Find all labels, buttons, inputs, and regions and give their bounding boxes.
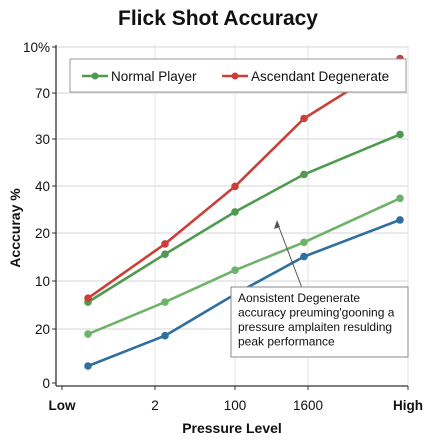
y-tick-label: 10 [35, 274, 50, 289]
series-extra-1-point [396, 194, 404, 203]
series-ascendant-degenerate-point [231, 182, 239, 191]
chart-title: Flick Shot Accuracy [118, 7, 318, 30]
series-extra-2-point [396, 216, 404, 224]
y-tick-label: 10% [23, 40, 50, 55]
series-ascendant-degenerate-point [84, 294, 92, 303]
legend: Normal Player Ascendant Degenerate [69, 58, 407, 93]
y-tick-label: 70 [35, 86, 50, 101]
series-extra-2-point [84, 362, 92, 370]
series-extra-1-point [161, 298, 169, 306]
series-normal-player-line [87, 133, 401, 304]
series-extra-1-point [300, 238, 308, 247]
series-ascendant-degenerate-point [161, 240, 169, 248]
y-axis-label: Acccuray % [7, 188, 23, 268]
x-tick-label: 100 [224, 398, 247, 413]
series-normal-player-point [300, 170, 308, 179]
annotation-line: peak performance [238, 335, 335, 349]
series-normal-player-point [231, 208, 239, 216]
annotation-line: accuracy preuming'gooning a [238, 306, 395, 320]
y-tick-label: 40 [35, 179, 50, 194]
series-extra-2-point [161, 331, 169, 340]
legend-label-ascendant: Ascendant Degenerate [251, 69, 389, 84]
annotation: Aonsistent Degenerate accuracy preuming'g… [230, 220, 409, 358]
annotation-text: Aonsistent Degenerate accuracy preuming'g… [238, 291, 395, 349]
annotation-arrowhead [274, 220, 280, 229]
y-tick-label: 20 [35, 226, 50, 241]
series-extra-2-point [300, 252, 308, 261]
x-tick-label: 1600 [293, 398, 323, 413]
y-tick-label: 0 [42, 376, 50, 391]
annotation-line: Aonsistent Degenerate [238, 291, 360, 305]
series-ascendant-degenerate-point [300, 114, 308, 123]
legend-marker-ascendant [231, 72, 239, 80]
annotation-arrow-line [276, 221, 303, 289]
x-tick-label: High [393, 398, 423, 413]
series-normal-player-point [161, 250, 169, 258]
series-layer [84, 54, 404, 370]
y-tick-label: 20 [35, 322, 50, 337]
legend-marker-normal [91, 72, 99, 80]
x-tick-labels: Low 2 100 1600 High [49, 386, 423, 413]
y-tick-labels: 10% 70 30 40 20 10 20 0 [23, 40, 56, 391]
x-axis-label: Pressure Level [182, 420, 282, 436]
x-tick-label: Low [49, 398, 76, 413]
x-tick-label: 2 [151, 398, 159, 413]
annotation-line: pressure amplaiten resulding [238, 320, 392, 334]
legend-label-normal: Normal Player [111, 69, 197, 84]
series-ascendant-degenerate-line [87, 57, 401, 300]
series-normal-player-point [396, 130, 404, 139]
annotation-box [230, 286, 409, 358]
series-extra-1-point [231, 266, 239, 275]
y-tick-label: 30 [35, 132, 50, 147]
series-extra-1-point [84, 330, 92, 338]
